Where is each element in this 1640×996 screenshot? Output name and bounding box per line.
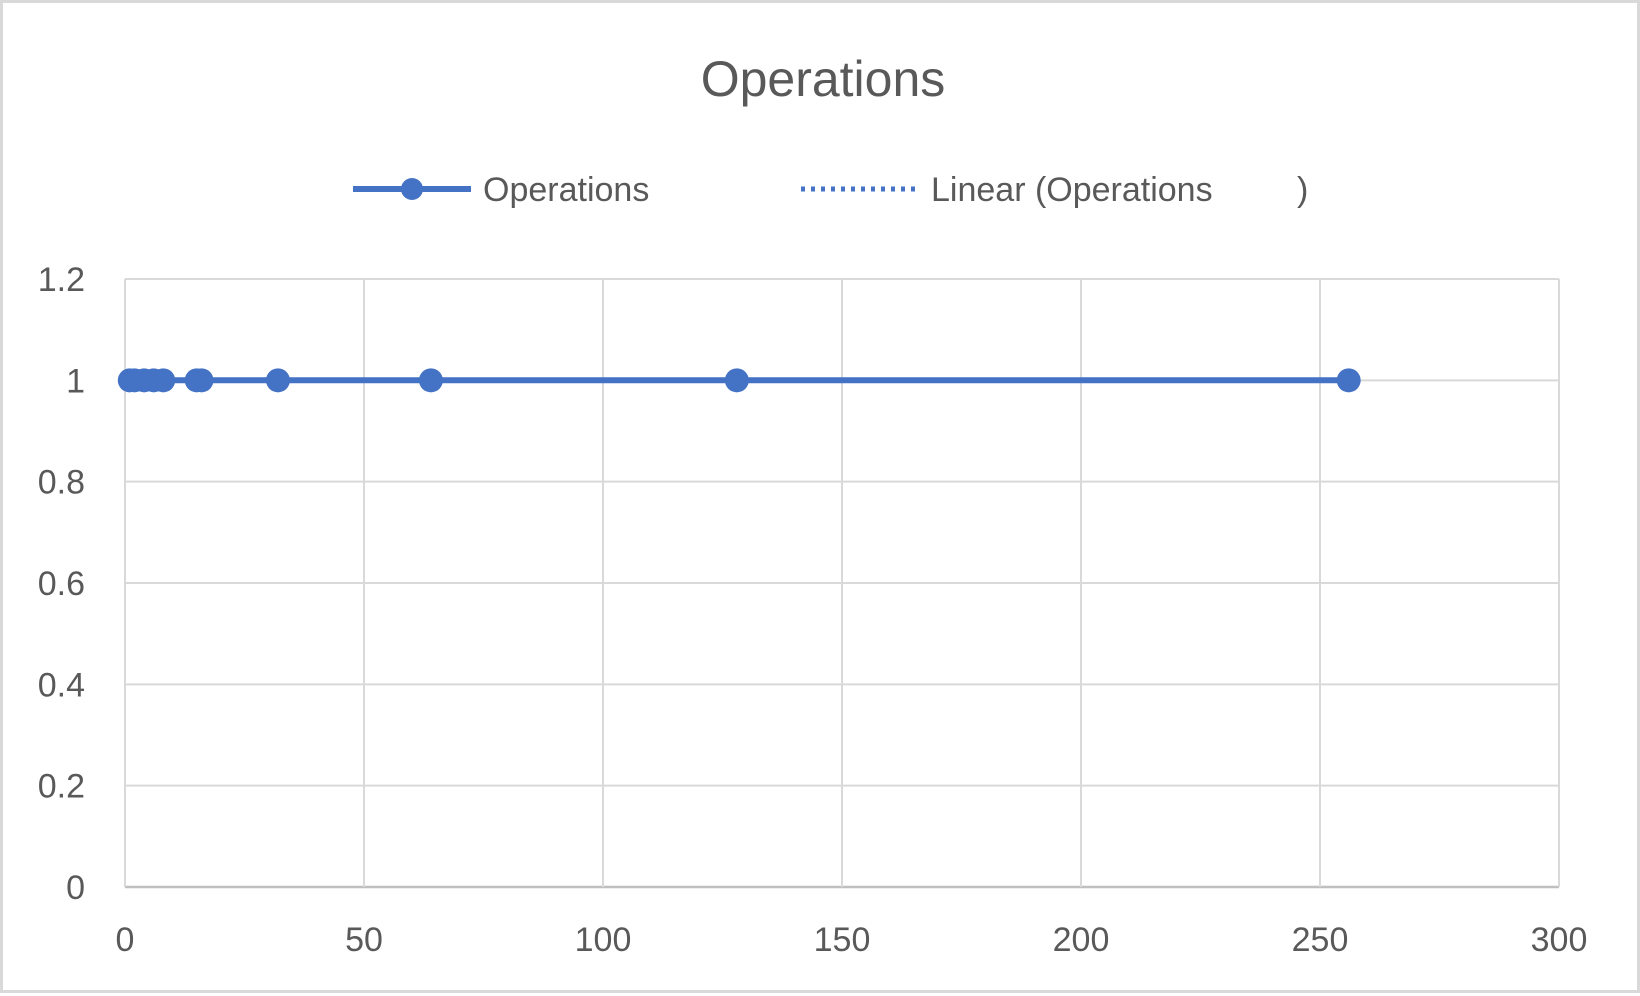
- x-tick-label: 150: [814, 921, 871, 959]
- data-point-marker[interactable]: [189, 368, 214, 393]
- chart-svg: Operations Operations Linear (Operations…: [38, 51, 1588, 959]
- data-point-marker[interactable]: [151, 368, 176, 393]
- y-tick-label: 0.6: [38, 565, 85, 603]
- legend-item-series[interactable]: Operations: [353, 171, 649, 209]
- data-point-marker[interactable]: [1336, 368, 1361, 393]
- legend-trendline-label-suffix: ): [1297, 171, 1308, 209]
- chart-title: Operations: [701, 51, 946, 107]
- x-tick-label: 50: [345, 921, 383, 959]
- data-point-marker[interactable]: [265, 368, 290, 393]
- legend-series-label: Operations: [483, 171, 649, 209]
- legend: Operations Linear (Operations ): [353, 171, 1308, 209]
- x-tick-label: 300: [1531, 921, 1588, 959]
- x-tick-label: 200: [1053, 921, 1110, 959]
- y-tick-label: 1: [66, 362, 85, 400]
- data-point-marker[interactable]: [724, 368, 749, 393]
- axes: 0 0.2 0.4 0.6 0.8 1 1.2 0 50 100 150 200 250 300: [38, 261, 1588, 959]
- legend-item-trendline[interactable]: Linear (Operations ): [801, 171, 1308, 209]
- data-point-marker[interactable]: [418, 368, 443, 393]
- legend-trendline-label: Linear (Operations: [931, 171, 1213, 209]
- y-tick-label: 0.4: [38, 666, 85, 704]
- legend-series-marker-icon: [401, 178, 423, 200]
- x-tick-label: 250: [1292, 921, 1349, 959]
- y-tick-label: 0: [66, 869, 85, 907]
- y-tick-label: 1.2: [38, 261, 85, 299]
- x-tick-label: 100: [575, 921, 632, 959]
- plot-series: [117, 368, 1361, 393]
- y-tick-label: 0.8: [38, 464, 85, 502]
- y-tick-label: 0.2: [38, 768, 85, 806]
- x-tick-label: 0: [116, 921, 135, 959]
